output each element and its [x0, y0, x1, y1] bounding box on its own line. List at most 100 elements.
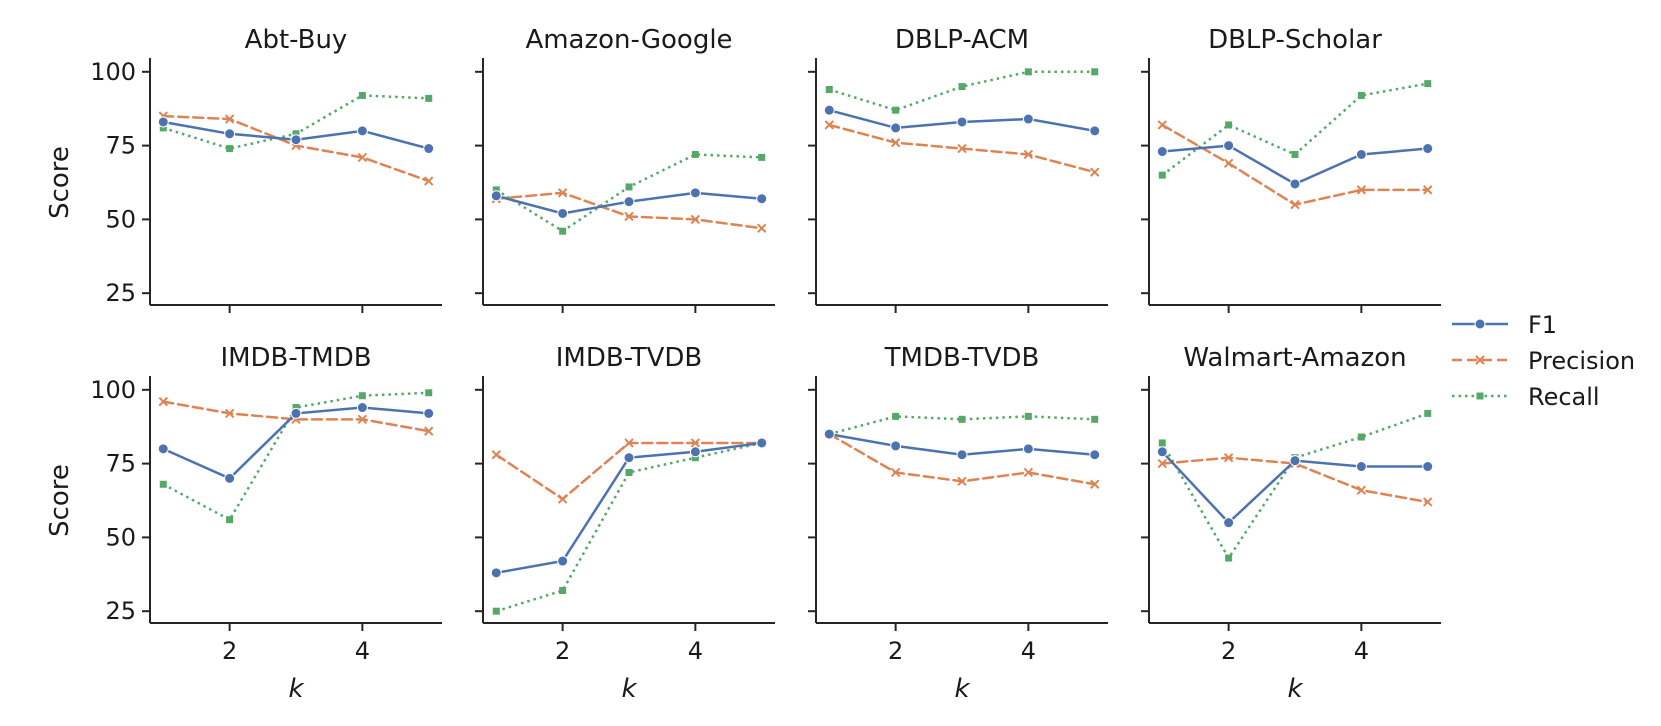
panel-dblp-acm: DBLP-ACM — [808, 25, 1108, 313]
point-recall — [559, 227, 567, 235]
x-axis-label: k — [954, 674, 970, 704]
point-f1 — [1156, 146, 1168, 158]
point-f1 — [490, 567, 502, 579]
point-recall — [625, 183, 633, 191]
point-f1 — [423, 143, 435, 155]
point-f1 — [1355, 461, 1367, 473]
panel-title: DBLP-ACM — [895, 25, 1029, 55]
point-f1 — [756, 437, 768, 449]
point-f1 — [956, 449, 968, 461]
point-recall — [1424, 409, 1432, 417]
series-line-recall — [828, 70, 1095, 112]
point-f1 — [423, 407, 435, 419]
point-precision — [1157, 458, 1167, 469]
panel-title: TMDB-TVDB — [884, 343, 1040, 373]
legend-marker-x — [1475, 355, 1485, 365]
legend-label-precision: Precision — [1528, 347, 1635, 375]
x-tick-label: 4 — [688, 637, 703, 665]
series-line-recall — [1161, 82, 1428, 177]
point-recall — [559, 587, 567, 595]
point-recall — [1357, 433, 1365, 441]
y-axis-label: Score — [45, 146, 75, 219]
point-recall — [1091, 415, 1099, 423]
y-tick-label: 50 — [105, 205, 136, 233]
point-precision — [1356, 185, 1367, 195]
point-f1 — [1223, 140, 1235, 152]
panel-title: IMDB-TVDB — [556, 343, 702, 373]
point-f1 — [1089, 449, 1101, 461]
point-precision — [158, 396, 168, 407]
point-f1 — [623, 452, 635, 464]
point-precision — [424, 176, 434, 186]
series-line-recall — [495, 153, 762, 233]
point-f1 — [1223, 517, 1235, 529]
y-tick-label: 25 — [105, 279, 136, 307]
point-f1 — [1422, 461, 1434, 473]
series-line-recall — [828, 415, 1095, 436]
panel-amazon-google: Amazon-Google — [475, 25, 775, 313]
point-f1 — [557, 207, 569, 219]
panel-title: Abt-Buy — [245, 25, 348, 55]
point-precision — [491, 450, 501, 460]
point-recall — [226, 516, 234, 524]
point-recall — [892, 412, 900, 420]
point-f1 — [1022, 113, 1034, 125]
point-recall — [892, 106, 900, 114]
panel-imdb-tmdb: IMDB-TMDB 25 50 75 100 2 4 Score k — [45, 343, 442, 704]
point-recall — [159, 124, 167, 132]
point-precision — [824, 120, 834, 130]
point-recall — [358, 392, 366, 400]
point-f1 — [157, 443, 169, 455]
point-precision — [357, 414, 368, 425]
point-f1 — [1156, 446, 1168, 458]
point-f1 — [224, 128, 236, 140]
point-recall — [958, 415, 966, 423]
panel-title: DBLP-Scholar — [1208, 25, 1382, 55]
panel-walmart-amazon: Walmart-Amazon 2 4 k — [1141, 343, 1441, 704]
point-recall — [1291, 150, 1299, 158]
point-precision — [1223, 452, 1234, 463]
point-f1 — [224, 472, 236, 484]
panel-title: Walmart-Amazon — [1183, 343, 1406, 373]
x-tick-label: 4 — [1021, 637, 1036, 665]
series-line-recall — [495, 441, 762, 613]
point-f1 — [290, 407, 302, 419]
panel-title: IMDB-TMDB — [220, 343, 371, 373]
point-precision — [1290, 199, 1300, 210]
point-recall — [425, 389, 433, 397]
legend-marker-square — [1476, 392, 1484, 400]
point-f1 — [356, 125, 368, 137]
panel-dblp-scholar: DBLP-Scholar — [1141, 25, 1441, 313]
point-f1 — [823, 104, 835, 116]
point-precision — [1090, 167, 1100, 177]
y-tick-label: 75 — [105, 132, 136, 160]
point-recall — [1158, 439, 1166, 447]
point-precision — [357, 152, 368, 163]
y-tick-label: 100 — [90, 58, 136, 86]
x-axis-label: k — [1287, 674, 1303, 704]
point-recall — [825, 86, 833, 94]
point-f1 — [956, 116, 968, 128]
point-f1 — [557, 555, 569, 567]
point-recall — [1158, 171, 1166, 179]
legend-label-f1: F1 — [1528, 311, 1557, 339]
point-f1 — [1022, 443, 1034, 455]
x-tick-label: 2 — [888, 637, 903, 665]
point-f1 — [490, 190, 502, 202]
point-precision — [557, 188, 568, 198]
point-recall — [758, 153, 766, 161]
point-recall — [492, 607, 500, 615]
point-precision — [757, 223, 767, 233]
point-precision — [957, 143, 967, 154]
x-tick-label: 2 — [555, 637, 570, 665]
legend: F1 Precision Recall — [1452, 311, 1635, 411]
y-tick-label: 25 — [105, 597, 136, 625]
point-f1 — [1289, 178, 1301, 190]
point-recall — [1024, 412, 1032, 420]
point-f1 — [1089, 125, 1101, 137]
point-f1 — [1355, 148, 1367, 160]
y-axis-label: Score — [45, 464, 75, 537]
point-precision — [557, 494, 568, 504]
point-recall — [691, 454, 699, 462]
series-line-recall — [1161, 412, 1429, 561]
